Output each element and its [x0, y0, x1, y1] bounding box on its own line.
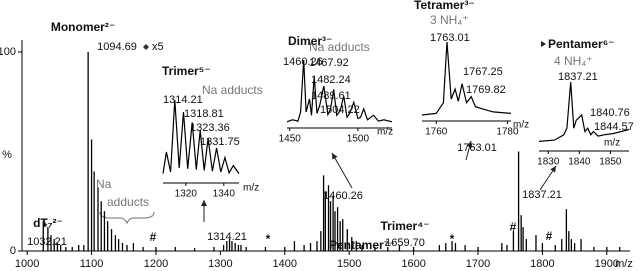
inset-title: Tetramer³⁻	[414, 0, 475, 12]
peak-label: 1094.69	[97, 41, 137, 53]
x-tick-label: 1300	[208, 258, 232, 270]
peak-label: 1323.36	[190, 122, 230, 134]
peak-label: 1331.75	[200, 136, 240, 148]
x-tick-label: 1840	[568, 157, 591, 168]
marker-symbol: #	[150, 230, 157, 244]
spectrum-line	[162, 99, 240, 175]
x-tick-label: 1760	[425, 127, 448, 138]
peak-label: 1032.21	[27, 236, 67, 248]
x-axis-label: m/z	[604, 138, 620, 149]
annotation: Pentamer⁷⁻	[329, 238, 395, 252]
x-tick-label: 1100	[80, 258, 104, 270]
peak-label: 1460.26	[323, 190, 363, 202]
y-tick-label: 0	[10, 245, 16, 257]
inset-title: Trimer⁵⁻	[162, 64, 211, 78]
na-label: Na	[96, 177, 112, 191]
x-tick-label: 1900	[595, 258, 619, 270]
peak-label: 1844.57	[594, 121, 634, 133]
brace	[99, 211, 155, 225]
x-axis-label: m/z	[513, 120, 529, 131]
peak-label: 1482.24	[311, 74, 351, 86]
x-tick-label: 1320	[175, 189, 198, 200]
inset-title: Pentamer⁶⁻	[548, 37, 615, 51]
peak-label: 1467.92	[309, 57, 349, 69]
x-tick-label: 1830	[537, 157, 560, 168]
x-tick-label: 1200	[144, 258, 168, 270]
x-tick-label: 1450	[279, 134, 302, 145]
inset-subtitle: 4 NH₄⁺	[554, 54, 593, 68]
spectrum-line	[538, 81, 630, 142]
peak-label: 1763.01	[457, 142, 497, 154]
marker-symbol: #	[510, 220, 517, 234]
peak-label: 1837.21	[522, 189, 562, 201]
x-tick-label: 1780	[496, 127, 519, 138]
x-tick-label: 1000	[15, 258, 39, 270]
x-tick-label: 1600	[401, 258, 425, 270]
annotation: dT₇²⁻	[33, 216, 63, 230]
marker-symbol: *	[43, 220, 48, 234]
peak-label: 1840.76	[590, 107, 630, 119]
x-axis-label: m/z	[243, 183, 259, 194]
peak-label: 1314.21	[163, 94, 203, 106]
inset-subtitle: 3 NH₄⁺	[430, 13, 469, 27]
peak-label: 1318.81	[184, 108, 224, 120]
x-tick-label: 1500	[347, 134, 370, 145]
marker-symbol: *	[266, 232, 271, 246]
x-tick-label: 1850	[599, 157, 622, 168]
peak-label: 1489.61	[311, 90, 351, 102]
x-tick-label: 1400	[273, 258, 297, 270]
peak-label: 1504.22	[320, 104, 360, 116]
peak-label: 1837.21	[558, 71, 598, 83]
inset-subtitle: Na adducts	[202, 83, 263, 97]
peak-label: 1659.70	[385, 237, 425, 249]
arrow	[539, 165, 557, 191]
x-axis-label: m/z	[377, 127, 393, 138]
spectrum-line	[421, 41, 512, 116]
peak-label: 1767.25	[463, 66, 503, 78]
x-tick-label: 1340	[213, 189, 236, 200]
marker-symbol: *	[450, 232, 455, 246]
x5-marker	[143, 44, 149, 50]
annotation: x5	[152, 41, 164, 53]
x-tick-label: 1500	[337, 258, 361, 270]
peak-label: 1314.21	[207, 231, 247, 243]
peak-label: 1763.01	[430, 32, 470, 44]
y-axis-label: %	[2, 149, 12, 161]
peak-label: 1460.26	[283, 56, 323, 68]
inset-title: Dimer³⁻	[288, 34, 332, 48]
spectrum-line	[286, 59, 393, 123]
peak-label: 1769.82	[466, 84, 506, 96]
pentamer-marker	[541, 41, 546, 47]
annotation: Trimer⁴⁻	[381, 219, 430, 233]
x-axis-label: m/z	[615, 258, 633, 270]
arrow	[465, 140, 473, 161]
na-label: adducts	[107, 195, 149, 209]
x-tick-label: 1700	[466, 258, 490, 270]
arrow	[331, 152, 353, 189]
y-tick-label: 100	[0, 46, 16, 58]
annotation: Monomer²⁻	[51, 20, 115, 34]
x-tick-label: 1800	[530, 258, 554, 270]
marker-symbol: #	[546, 229, 553, 243]
inset-subtitle: Na adducts	[309, 40, 370, 54]
